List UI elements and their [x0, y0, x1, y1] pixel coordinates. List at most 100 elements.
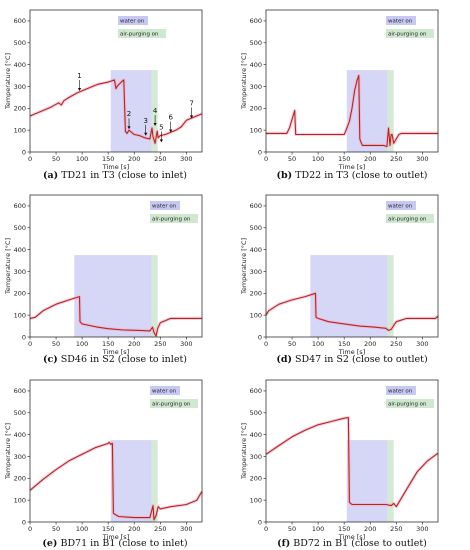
x-tick-label: 200 [128, 340, 140, 348]
y-tick-label: 0 [22, 518, 26, 526]
y-tick-label: 500 [14, 409, 26, 417]
x-tick-label: 0 [264, 525, 268, 533]
annotation-label: 6 [168, 114, 173, 122]
legend-water-label: water on [152, 204, 177, 210]
y-tick-label: 400 [14, 246, 26, 254]
y-tick-label: 200 [14, 475, 26, 483]
caption-b-text: TD22 in T3 (close to outlet) [292, 170, 427, 181]
x-tick-label: 300 [180, 525, 192, 533]
y-tick-label: 400 [14, 431, 26, 439]
caption-e-letter: (e) [42, 538, 57, 549]
y-tick-label: 100 [250, 311, 262, 319]
legend-air-label: air-purging on [152, 217, 191, 223]
caption-d-text: SD47 in S2 (close to outlet) [292, 354, 428, 365]
caption-b-letter: (b) [277, 170, 293, 181]
legend-air-swatch [150, 214, 198, 223]
y-tick-label: 100 [14, 496, 26, 504]
y-axis-label: Temperature [°C] [240, 238, 248, 295]
x-tick-label: 150 [102, 155, 114, 163]
legend-water-swatch [118, 16, 148, 25]
x-tick-label: 250 [390, 155, 402, 163]
annotation-arrowhead [144, 132, 148, 136]
y-tick-label: 400 [14, 61, 26, 69]
y-tick-label: 400 [250, 431, 262, 439]
x-tick-label: 300 [180, 340, 192, 348]
legend-air-label: air-purging on [388, 217, 427, 223]
caption-a-text: TD21 in T3 (close to inlet) [58, 170, 187, 181]
annotation-label: 5 [159, 123, 163, 131]
y-axis-label: Temperature [°C] [240, 53, 248, 110]
legend-air-swatch [150, 399, 198, 408]
y-axis-label: Temperature [°C] [240, 423, 248, 480]
air-purging-region [151, 255, 158, 337]
x-axis-label: Time [s] [338, 348, 365, 356]
caption-d: (d) SD47 in S2 (close to outlet) [276, 354, 427, 365]
x-tick-label: 0 [264, 155, 268, 163]
series-line [265, 292, 439, 331]
y-tick-label: 300 [250, 83, 262, 91]
x-tick-label: 150 [338, 525, 350, 533]
plot-frame [265, 379, 439, 523]
x-tick-label: 300 [180, 155, 192, 163]
x-tick-label: 100 [312, 155, 324, 163]
panel-b: 0 50 100 150 200 250 300 0 100 200 300 400 500 600 Tim… [240, 9, 439, 171]
legend-water-label: water on [388, 204, 413, 210]
y-tick-label: 0 [258, 518, 262, 526]
x-tick-label: 150 [102, 340, 114, 348]
water-on-region [110, 440, 152, 522]
caption-e: (e) BD71 in B1 (close to inlet) [42, 538, 187, 549]
annotation-arrowhead [77, 88, 82, 92]
x-tick-label: 250 [390, 525, 402, 533]
y-tick-label: 200 [14, 290, 26, 298]
caption-a: (a) TD21 in T3 (close to inlet) [43, 170, 187, 181]
x-tick-label: 150 [338, 340, 350, 348]
y-tick-label: 300 [250, 268, 262, 276]
panel-d: 0 50 100 150 200 250 300 0 100 200 300 400 500 600 Tim… [240, 194, 440, 356]
series-line [29, 441, 203, 521]
air-purging-region [387, 440, 394, 522]
panel-f: 0 50 100 150 200 250 300 0 100 200 300 400 500 600 Tim… [240, 379, 439, 541]
x-tick-label: 300 [416, 340, 428, 348]
y-axis-label: Temperature [°C] [4, 53, 12, 110]
x-tick-label: 50 [52, 155, 60, 163]
y-tick-label: 100 [14, 311, 26, 319]
x-tick-label: 250 [154, 525, 166, 533]
x-tick-label: 200 [128, 155, 140, 163]
x-tick-label: 0 [264, 340, 268, 348]
annotation-label: 3 [143, 117, 147, 125]
x-tick-label: 250 [154, 155, 166, 163]
legend-air-swatch [386, 399, 434, 408]
y-tick-label: 500 [250, 409, 262, 417]
y-tick-label: 200 [250, 290, 262, 298]
y-tick-label: 600 [14, 17, 26, 25]
legend-air-label: air-purging on [120, 32, 159, 38]
x-axis-label: Time [s] [338, 163, 365, 171]
x-tick-label: 0 [28, 340, 32, 348]
legend-air-label: air-purging on [388, 32, 427, 38]
air-purging-region [387, 255, 394, 337]
legend-water-swatch [150, 386, 180, 395]
caption-c-text: SD46 in S2 (close to inlet) [58, 354, 187, 365]
annotation-label: 7 [189, 99, 193, 107]
plot-frame [265, 194, 439, 338]
x-tick-label: 300 [416, 155, 428, 163]
y-tick-label: 0 [258, 148, 262, 156]
legend-water-label: water on [388, 19, 413, 25]
x-tick-label: 100 [76, 525, 88, 533]
annotation-label: 1 [77, 72, 81, 80]
x-tick-label: 150 [338, 155, 350, 163]
annotation-arrowhead [169, 129, 173, 133]
series-line [266, 74, 438, 148]
x-tick-label: 50 [52, 340, 60, 348]
y-tick-label: 0 [22, 333, 26, 341]
plot-frame [29, 9, 203, 153]
x-tick-label: 200 [364, 340, 376, 348]
y-tick-label: 500 [14, 224, 26, 232]
y-tick-label: 0 [22, 148, 26, 156]
annotation-label: 2 [127, 110, 131, 118]
legend-air-label: air-purging on [152, 402, 191, 408]
y-tick-label: 400 [250, 61, 262, 69]
panel-c: 0 50 100 150 200 250 300 0 100 200 300 400 500 600 Tim… [4, 194, 203, 356]
x-tick-label: 250 [154, 340, 166, 348]
